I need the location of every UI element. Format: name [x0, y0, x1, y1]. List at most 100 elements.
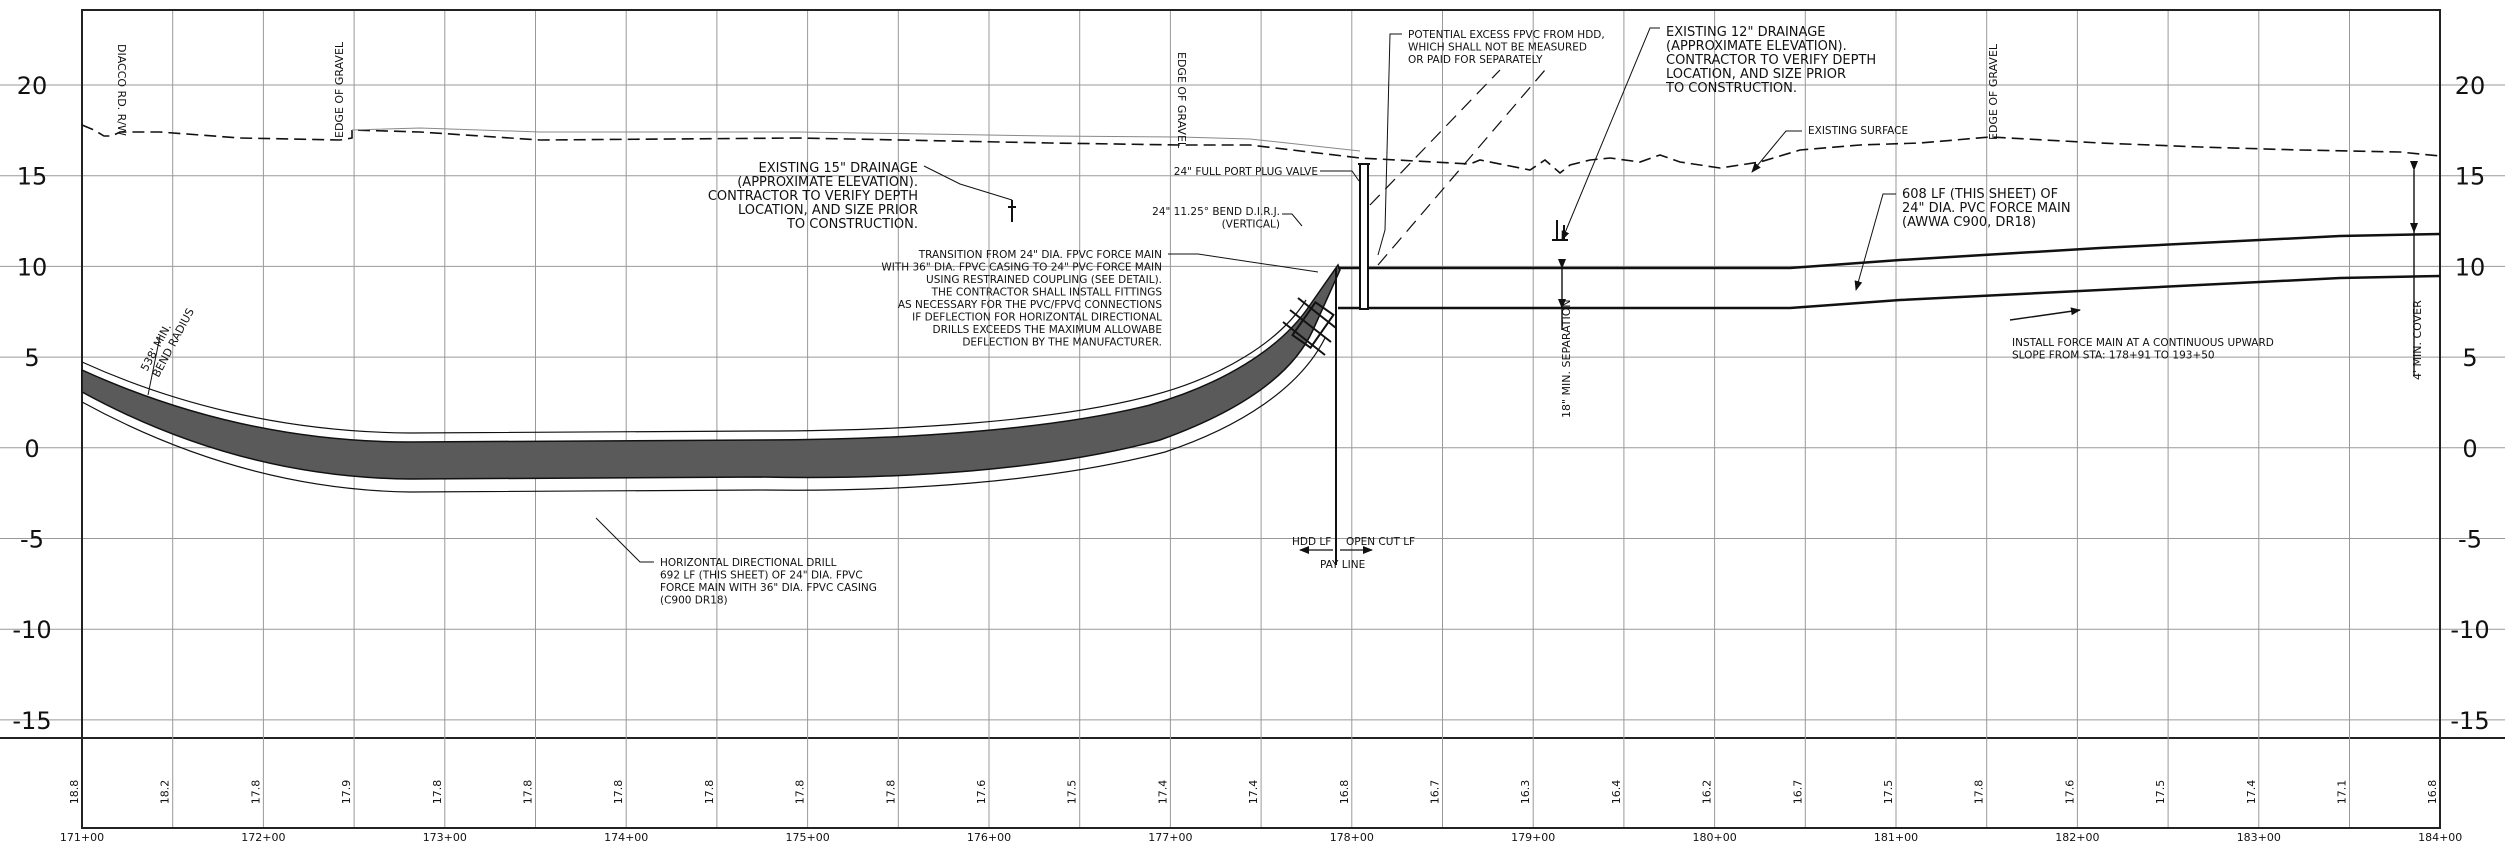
ground-elevation-label: 17.8 [431, 780, 444, 805]
note-line: IF DEFLECTION FOR HORIZONTAL DIRECTIONAL [912, 312, 1162, 324]
elevation-label-right: 5 [2462, 344, 2477, 372]
elevation-label-right: 20 [2455, 72, 2486, 100]
note-line: CONTRACTOR TO VERIFY DEPTH [1666, 53, 1876, 68]
elevation-label-left: 20 [17, 72, 48, 100]
note-line: (C900 DR18) [660, 595, 728, 607]
note-existing-surface: EXISTING SURFACE [1808, 125, 1908, 137]
note-line: LOCATION, AND SIZE PRIOR [1666, 67, 1846, 82]
note-line: HORIZONTAL DIRECTIONAL DRILL [660, 557, 837, 569]
ground-elevation-label: 17.5 [1882, 780, 1895, 805]
bend-radius-label: 538' MIN. BEND RADIUS [138, 306, 197, 379]
elevation-label-right: -5 [2458, 526, 2482, 554]
elevation-label-right: 10 [2455, 253, 2486, 281]
note-line: LOCATION, AND SIZE PRIOR [738, 203, 918, 218]
ground-elevation-label: 17.8 [1973, 780, 1986, 805]
station-label: 181+00 [1874, 831, 1918, 844]
drainage-15-symbol [1008, 200, 1016, 222]
note-drainage-12: EXISTING 12" DRAINAGE(APPROXIMATE ELEVAT… [1665, 25, 1876, 96]
note-line: (APPROXIMATE ELEVATION). [1666, 39, 1847, 54]
ground-elevation-label: 17.8 [249, 780, 262, 805]
elevation-label-right: -15 [2450, 707, 2489, 735]
note-line: FORCE MAIN WITH 36" DIA. FPVC CASING [660, 582, 877, 594]
note-line: 608 LF (THIS SHEET) OF [1902, 187, 2058, 202]
ground-elevation-label: 16.4 [1610, 780, 1623, 805]
edge-of-gravel-label-2: EDGE OF GRAVEL [1175, 52, 1188, 149]
note-line: OR PAID FOR SEPARATELY [1408, 54, 1543, 66]
note-line: 24" DIA. PVC FORCE MAIN [1902, 201, 2071, 216]
note-excess-fpvc: POTENTIAL EXCESS FPVC FROM HDD,WHICH SHA… [1408, 29, 1605, 66]
note-line: CONTRACTOR TO VERIFY DEPTH [708, 189, 918, 204]
note-line: (AWWA C900, DR18) [1902, 215, 2036, 230]
elevation-label-left: 0 [24, 435, 39, 463]
ground-elevation-label: 16.7 [1429, 780, 1442, 805]
ground-elevation-label: 17.4 [2245, 780, 2258, 805]
ground-elevation-labels: 18.8 18.2 17.8 17.9 17.8 17.8 17.8 17.8 17.8 17.8… [68, 780, 2439, 805]
ground-elevation-label: 17.8 [522, 780, 535, 805]
hdd-outline-lower [81, 337, 1326, 493]
station-label: 171+00 [60, 831, 104, 844]
ground-elevation-label: 17.5 [1066, 780, 1079, 805]
note-line: TO CONSTRUCTION. [1665, 81, 1797, 96]
note-transition: TRANSITION FROM 24" DIA. FPVC FORCE MAIN… [881, 249, 1162, 349]
elevation-label-left: -15 [12, 707, 51, 735]
note-line: SLOPE FROM STA: 178+91 TO 193+50 [2012, 350, 2215, 362]
elevation-labels-right: 20 15 10 5 0 -5 -10 -15 [2450, 72, 2489, 735]
drainage-12-symbol [1552, 220, 1568, 241]
note-line: TO CONSTRUCTION. [786, 217, 918, 232]
elevation-label-right: -10 [2450, 616, 2489, 644]
note-line: AS NECESSARY FOR THE PVC/FPVC CONNECTION… [898, 299, 1162, 311]
edge-of-gravel-label-1: EDGE OF GRAVEL [333, 41, 346, 138]
note-line: INSTALL FORCE MAIN AT A CONTINUOUS UPWAR… [2012, 337, 2274, 349]
station-label: 173+00 [423, 831, 467, 844]
ground-elevation-label: 17.8 [612, 780, 625, 805]
ground-elevation-label: 16.2 [1701, 780, 1714, 805]
note-line: EXISTING 12" DRAINAGE [1666, 25, 1826, 40]
slope-arrow [2009, 307, 2081, 321]
ground-elevation-label: 17.1 [2336, 780, 2349, 805]
station-label: 176+00 [967, 831, 1011, 844]
separation-label: 18" MIN. SEPARATION [1560, 299, 1573, 418]
ground-elevation-label: 17.6 [2063, 780, 2076, 805]
note-pay-line: PAY LINE [1320, 559, 1365, 571]
ground-elevation-label: 16.8 [2426, 780, 2439, 805]
station-label: 183+00 [2237, 831, 2281, 844]
excess-fpvc-dashes [1369, 69, 1546, 266]
ground-elevation-label: 16.8 [1338, 780, 1351, 805]
force-main-top [1338, 232, 2441, 270]
plug-valve [1358, 163, 1370, 310]
ground-elevation-label: 17.8 [703, 780, 716, 805]
ground-elevation-label: 18.8 [68, 780, 81, 805]
grid [0, 10, 2505, 828]
force-main-bottom [1338, 274, 2441, 310]
note-upward-slope: INSTALL FORCE MAIN AT A CONTINUOUS UPWAR… [2012, 337, 2274, 362]
note-line: WITH 36" DIA. FPVC CASING TO 24" PVC FOR… [881, 262, 1162, 274]
station-label: 177+00 [1148, 831, 1192, 844]
note-line: EXISTING 15" DRAINAGE [759, 161, 919, 176]
row-label: DIACCO RD. R/W [115, 44, 128, 136]
existing-surface-line [81, 124, 2441, 175]
station-label: 175+00 [785, 831, 829, 844]
ground-elevation-label: 17.6 [975, 780, 988, 805]
note-line: 692 LF (THIS SHEET) OF 24" DIA. FPVC [660, 570, 863, 582]
note-line: DRILLS EXCEEDS THE MAXIMUM ALLOWABE [933, 324, 1163, 336]
ground-elevation-label: 17.4 [1247, 780, 1260, 805]
ground-elevation-label: 17.8 [794, 780, 807, 805]
station-label: 174+00 [604, 831, 648, 844]
station-label: 178+00 [1330, 831, 1374, 844]
elevation-label-right: 15 [2455, 163, 2486, 191]
station-label: 180+00 [1692, 831, 1736, 844]
station-label: 179+00 [1511, 831, 1555, 844]
station-label: 182+00 [2055, 831, 2099, 844]
note-line: (VERTICAL) [1222, 219, 1280, 231]
elevation-label-left: 15 [17, 163, 48, 191]
ground-elevation-label: 17.9 [340, 780, 353, 805]
hdd-outline-upper [81, 299, 1307, 434]
note-plug-valve: 24" FULL PORT PLUG VALVE [1174, 166, 1318, 178]
note-line: POTENTIAL EXCESS FPVC FROM HDD, [1408, 29, 1605, 41]
elevation-labels-left: 20 15 10 5 0 -5 -10 -15 [12, 72, 51, 735]
ground-elevation-label: 16.7 [1791, 780, 1804, 805]
station-label: 172+00 [241, 831, 285, 844]
note-line: USING RESTRAINED COUPLING (SEE DETAIL). [926, 274, 1162, 286]
